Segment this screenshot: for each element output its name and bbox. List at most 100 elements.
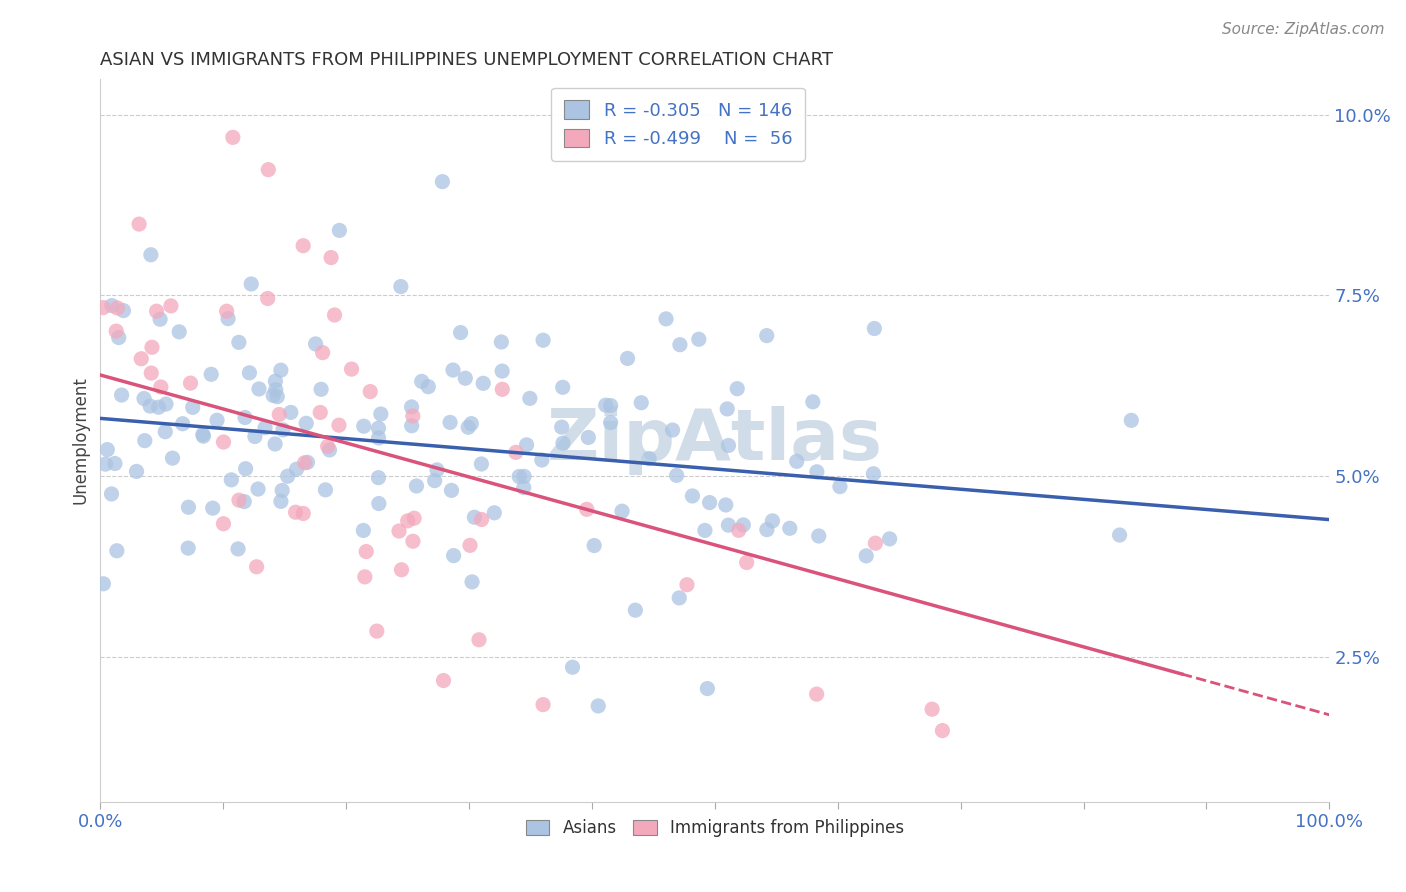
Point (714, 498, 737, 512)
Point (328, 418, 350, 433)
Point (284, 505, 307, 519)
Point (254, 421, 277, 435)
Point (367, 431, 389, 445)
Point (441, 363, 464, 377)
Point (226, 541, 249, 556)
Point (665, 468, 688, 483)
Point (551, 420, 574, 434)
Point (405, 479, 427, 493)
Point (285, 462, 308, 476)
Point (145, 304, 167, 318)
Point (277, 469, 299, 483)
Point (491, 364, 513, 378)
Point (128, 217, 150, 231)
Point (404, 511, 426, 525)
Point (443, 549, 465, 563)
Point (352, 524, 374, 538)
Point (454, 371, 477, 385)
Point (661, 423, 683, 437)
Point (112, 303, 135, 318)
Point (440, 483, 463, 498)
Point (228, 335, 250, 350)
Point (311, 345, 333, 359)
Point (531, 333, 554, 347)
Point (491, 382, 513, 396)
Point (755, 328, 778, 343)
Point (323, 308, 346, 322)
Point (149, 380, 172, 394)
Point (551, 380, 574, 394)
Point (599, 416, 621, 430)
Point (205, 413, 228, 427)
Point (212, 435, 235, 450)
Point (228, 493, 250, 508)
Point (491, 334, 513, 349)
Point (271, 483, 294, 498)
Point (801, 394, 824, 409)
Point (177, 500, 200, 515)
Point (470, 512, 492, 526)
Point (699, 495, 721, 509)
Point (107, 330, 129, 344)
Point (725, 382, 748, 396)
Point (141, 340, 163, 354)
Point (865, 536, 887, 550)
Point (240, 277, 263, 291)
Point (172, 417, 194, 431)
Point (402, 409, 425, 423)
Point (262, 388, 284, 402)
Point (513, 469, 536, 483)
Point (616, 351, 638, 366)
Point (270, 363, 292, 377)
Y-axis label: Unemployment: Unemployment (72, 376, 89, 504)
Point (215, 304, 238, 318)
Point (418, 380, 440, 394)
Point (243, 429, 266, 443)
Point (806, 465, 828, 479)
Point (1121, 413, 1143, 427)
Point (141, 366, 163, 380)
Point (576, 430, 599, 444)
Point (610, 504, 633, 518)
Point (402, 534, 425, 549)
Point (139, 399, 162, 413)
Point (717, 518, 740, 533)
Point (294, 456, 316, 470)
Point (235, 461, 257, 475)
Point (432, 175, 454, 189)
Point (439, 416, 461, 430)
Point (727, 524, 749, 538)
Point (100, 487, 122, 501)
Point (177, 541, 200, 555)
Point (193, 429, 215, 443)
Point (354, 544, 377, 558)
Point (863, 321, 886, 335)
Point (309, 405, 332, 419)
Point (599, 399, 621, 413)
Point (264, 374, 287, 388)
Point (681, 489, 703, 503)
Point (531, 698, 554, 712)
Point (879, 532, 901, 546)
Point (256, 292, 278, 306)
Point (426, 463, 449, 477)
Point (96, 442, 118, 457)
Legend: Asians, Immigrants from Philippines: Asians, Immigrants from Philippines (519, 813, 911, 844)
Point (367, 497, 389, 511)
Point (233, 410, 256, 425)
Point (450, 326, 472, 340)
Point (264, 437, 287, 451)
Point (149, 312, 172, 326)
Point (353, 419, 375, 434)
Point (233, 494, 256, 508)
Point (472, 376, 495, 391)
Point (245, 559, 267, 574)
Point (181, 401, 204, 415)
Point (733, 517, 755, 532)
Point (505, 445, 527, 459)
Point (931, 723, 953, 738)
Point (318, 442, 340, 457)
Point (222, 130, 245, 145)
Point (370, 407, 392, 421)
Point (655, 311, 678, 326)
